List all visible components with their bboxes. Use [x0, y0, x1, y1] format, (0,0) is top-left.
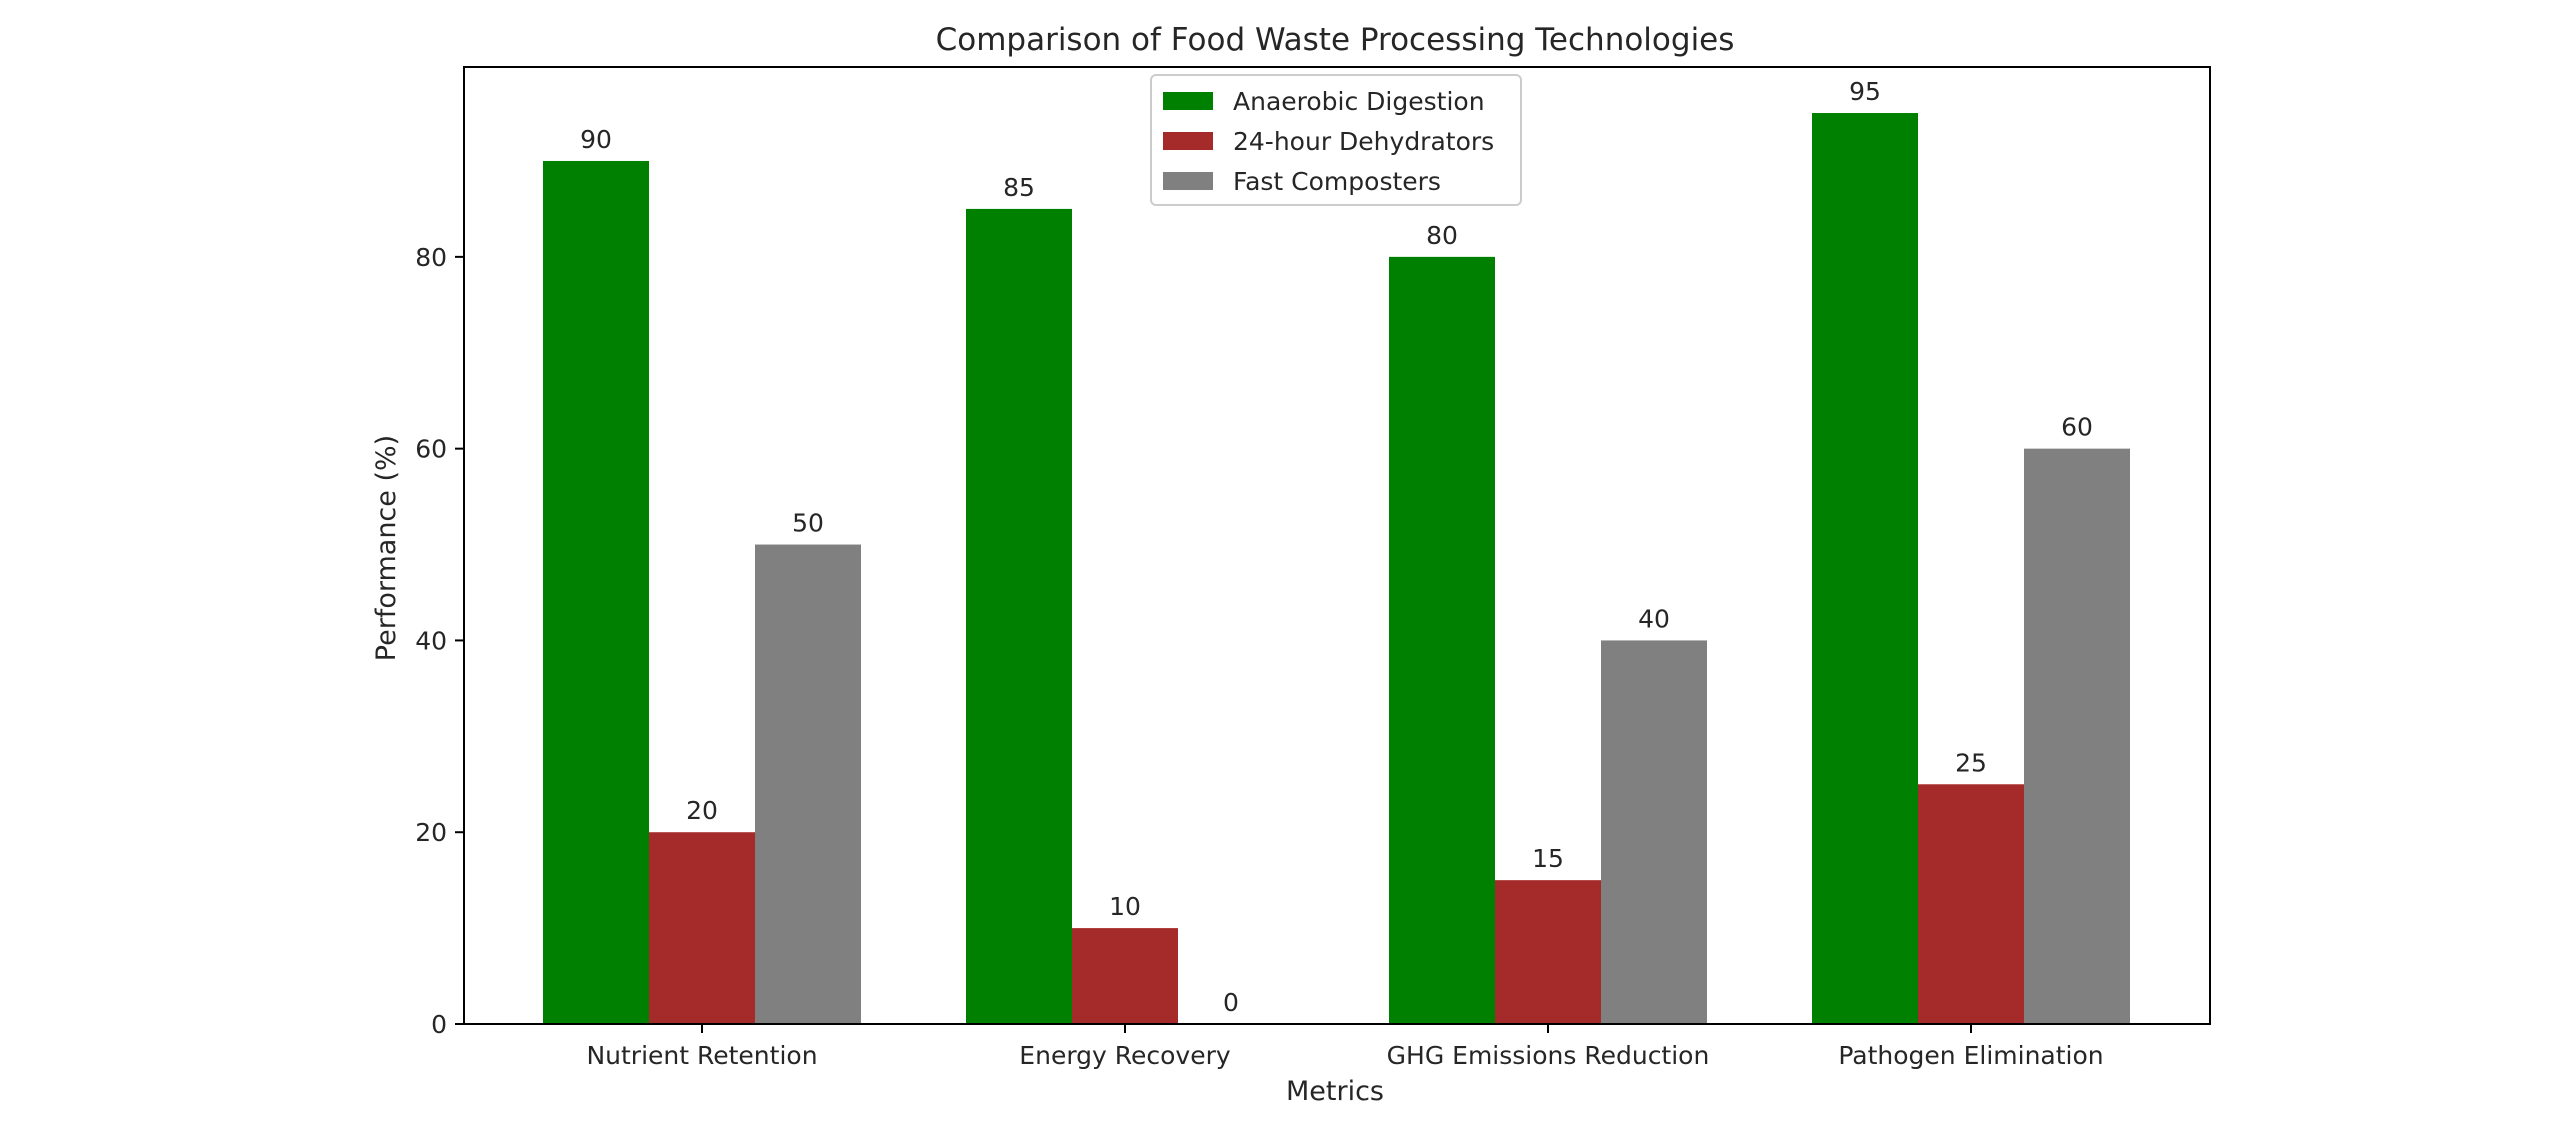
bar-1-3	[1918, 784, 2024, 1024]
x-tick-label-1: Energy Recovery	[1019, 1041, 1231, 1070]
legend-label-2: Fast Composters	[1233, 167, 1441, 196]
data-label-1-1: 10	[1109, 892, 1141, 921]
data-label-1-3: 25	[1955, 748, 1987, 777]
bar-0-0	[543, 160, 649, 1025]
legend-swatch-0	[1163, 92, 1213, 110]
bar-2-2	[1601, 640, 1707, 1024]
data-label-0-3: 95	[1849, 77, 1881, 106]
bar-2-0	[755, 544, 861, 1024]
legend-swatch-1	[1163, 132, 1213, 150]
bar-2-3	[2024, 448, 2130, 1024]
bar-0-2	[1389, 256, 1495, 1024]
legend-label-0: Anaerobic Digestion	[1233, 87, 1485, 116]
data-label-0-0: 90	[580, 125, 612, 154]
chart-title: Comparison of Food Waste Processing Tech…	[936, 22, 1735, 58]
bar-0-3	[1812, 113, 1918, 1024]
x-tick-label-3: Pathogen Elimination	[1838, 1041, 2103, 1070]
y-tick-label-0: 0	[431, 1010, 447, 1039]
data-label-1-0: 20	[686, 796, 718, 825]
bar-1-2	[1495, 880, 1601, 1024]
data-label-2-0: 50	[792, 509, 824, 538]
legend-label-1: 24-hour Dehydrators	[1233, 127, 1494, 156]
data-label-0-1: 85	[1003, 173, 1035, 202]
data-label-2-1: 0	[1223, 988, 1239, 1017]
plot-area: 90 20 50 Nutrient Retention 85 10 0 Energy Reco…	[415, 66, 2211, 1070]
bar-1-1	[1072, 928, 1178, 1024]
legend-box	[1150, 74, 1522, 206]
data-label-2-2: 40	[1638, 604, 1670, 633]
x-axis-label: Metrics	[1286, 1076, 1384, 1107]
data-label-0-2: 80	[1426, 221, 1458, 250]
bar-0-1	[966, 208, 1072, 1024]
data-label-2-3: 60	[2061, 413, 2093, 442]
y-axis-label: Performance (%)	[371, 435, 402, 661]
y-tick-label-2: 40	[415, 626, 447, 655]
y-tick-label-1: 20	[415, 818, 447, 847]
x-tick-label-2: GHG Emissions Reduction	[1387, 1041, 1710, 1070]
legend-swatch-2	[1163, 172, 1213, 190]
y-tick-label-3: 60	[415, 435, 447, 464]
data-label-1-2: 15	[1532, 844, 1564, 873]
axes-frame	[463, 66, 2211, 1025]
bar-1-0	[649, 832, 755, 1024]
y-tick-label-4: 80	[415, 243, 447, 272]
x-tick-label-0: Nutrient Retention	[586, 1041, 817, 1070]
legend: Anaerobic Digestion 24-hour Dehydrators Fa…	[1150, 74, 1522, 206]
